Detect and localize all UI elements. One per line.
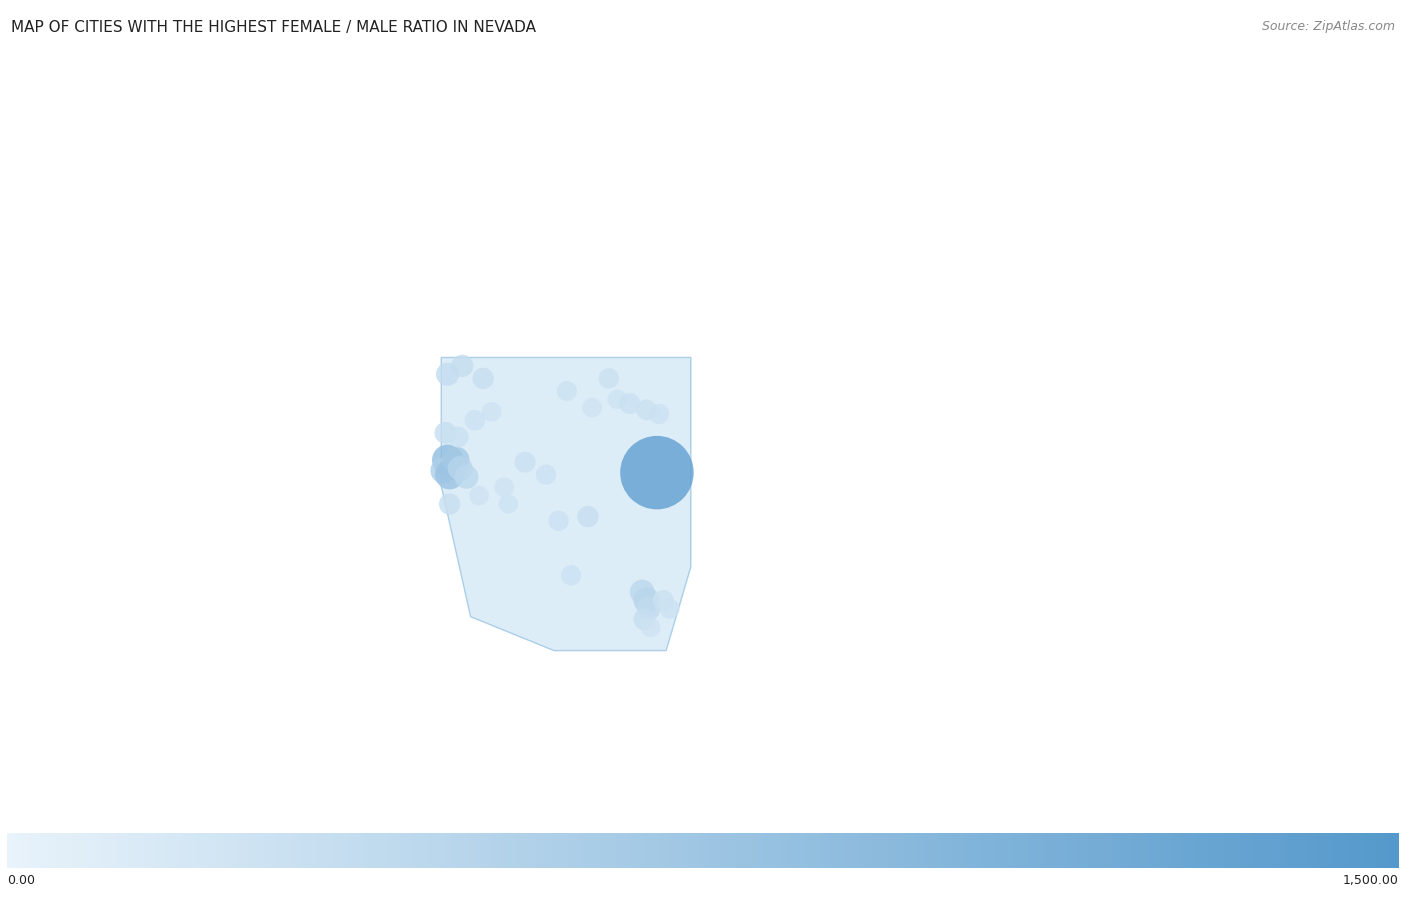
Point	[547, 513, 569, 528]
Point	[645, 466, 668, 480]
Point	[652, 593, 675, 608]
Point	[468, 488, 491, 503]
Point	[560, 568, 582, 583]
Text: Source: ZipAtlas.com: Source: ZipAtlas.com	[1261, 20, 1395, 32]
Point	[434, 425, 457, 440]
Point	[436, 453, 458, 467]
Point	[449, 461, 471, 476]
Text: 1,500.00: 1,500.00	[1343, 874, 1399, 886]
Point	[464, 414, 486, 428]
Point	[636, 403, 658, 417]
Point	[534, 467, 557, 482]
Point	[648, 407, 671, 422]
Polygon shape	[441, 358, 690, 651]
Point	[658, 601, 681, 616]
Point	[444, 453, 467, 467]
Point	[619, 396, 641, 411]
Point	[555, 384, 578, 398]
Point	[451, 359, 474, 373]
Point	[436, 367, 458, 381]
Point	[472, 371, 495, 386]
Point	[576, 510, 599, 524]
Point	[633, 612, 655, 627]
Point	[481, 405, 503, 419]
Point	[439, 497, 461, 512]
Text: MAP OF CITIES WITH THE HIGHEST FEMALE / MALE RATIO IN NEVADA: MAP OF CITIES WITH THE HIGHEST FEMALE / …	[11, 20, 536, 35]
Point	[447, 430, 470, 444]
Point	[443, 459, 465, 474]
Text: 0.00: 0.00	[7, 874, 35, 886]
Point	[456, 469, 478, 484]
Point	[636, 593, 658, 608]
Point	[432, 463, 454, 477]
Point	[498, 497, 520, 512]
Point	[631, 584, 654, 599]
Point	[640, 620, 662, 635]
Point	[637, 601, 659, 616]
Point	[598, 371, 620, 386]
Point	[494, 480, 516, 494]
Point	[581, 401, 603, 415]
Point	[513, 455, 536, 469]
Point	[439, 467, 461, 482]
Point	[606, 392, 628, 406]
